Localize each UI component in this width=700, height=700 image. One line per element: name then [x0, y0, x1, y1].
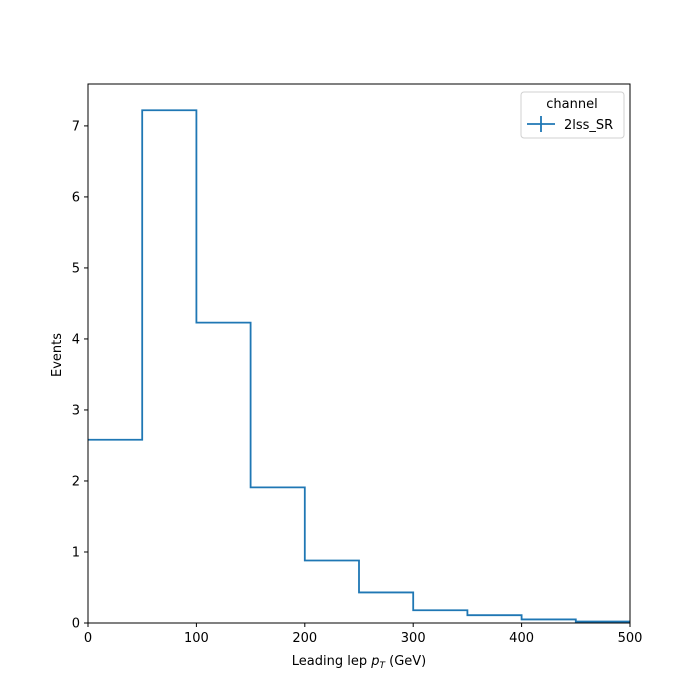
y-tick-label: 5 [72, 261, 80, 276]
x-tick-label: 400 [509, 631, 534, 646]
x-tick-label: 300 [401, 631, 426, 646]
x-tick-label: 500 [618, 631, 643, 646]
x-tick-label: 0 [84, 631, 92, 646]
x-axis-label: Leading lep pT (GeV) [292, 654, 426, 671]
x-axis-label-unit: (GeV) [385, 654, 426, 669]
legend: channel 2lss_SR [520, 91, 625, 139]
y-tick-label: 3 [72, 403, 80, 418]
legend-entry-2lss-sr: 2lss_SR [564, 118, 613, 133]
x-axis-label-symbol: p [370, 654, 379, 669]
y-tick-label: 2 [72, 474, 80, 489]
series-2lss-sr-step-line [88, 109, 630, 623]
legend-title: channel [546, 97, 597, 112]
x-axis: 0 100 200 300 400 500 [84, 623, 643, 646]
y-tick-label: 6 [72, 190, 80, 205]
y-tick-label: 0 [72, 617, 80, 632]
y-axis-label: Events [50, 333, 65, 377]
plot-area [87, 83, 631, 624]
x-tick-label: 100 [184, 631, 209, 646]
axes-frame [87, 83, 631, 624]
y-tick-label: 4 [72, 332, 80, 347]
x-tick-label: 200 [292, 631, 317, 646]
x-axis-label-subscript: T [379, 661, 386, 671]
y-tick-label: 1 [72, 545, 80, 560]
y-tick-label: 7 [72, 119, 80, 134]
legend-box [520, 91, 625, 139]
y-axis: 0 1 2 3 4 5 6 7 [72, 119, 88, 632]
x-axis-label-main: Leading lep [292, 654, 371, 669]
